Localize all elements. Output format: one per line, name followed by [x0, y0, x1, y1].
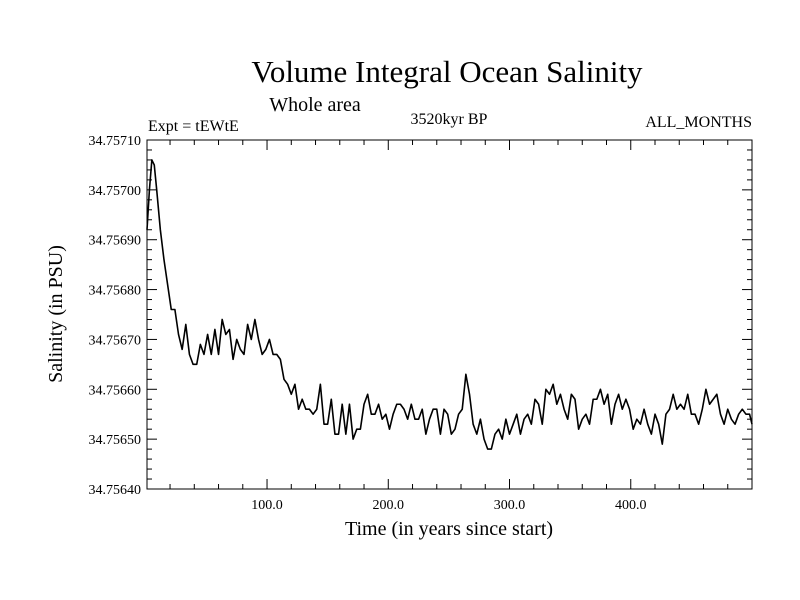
y-tick-labels: 34.75640 34.75650 34.75660 34.75670 34.75680… [89, 134, 142, 498]
x-tick-label: 400.0 [615, 498, 647, 513]
y-tick-label: 34.75680 [89, 284, 142, 299]
salinity-series-line [146, 159, 753, 450]
y-tick-label: 34.75660 [89, 383, 142, 398]
y-tick-label: 34.75650 [89, 433, 142, 448]
x-axis-label: Time (in years since start) [345, 518, 553, 540]
y-tick-label: 34.75640 [89, 483, 142, 498]
months-label: ALL_MONTHS [645, 114, 752, 131]
x-tick-labels: 100.0 200.0 300.0 400.0 [251, 498, 646, 513]
chart-subtitle: Whole area [269, 94, 361, 116]
x-tick-label: 100.0 [251, 498, 283, 513]
y-tick-label: 34.75670 [89, 333, 142, 348]
y-tick-label: 34.75710 [89, 134, 142, 149]
x-tick-label: 200.0 [373, 498, 405, 513]
x-tick-label: 300.0 [494, 498, 526, 513]
experiment-label: Expt = tEWtE [148, 118, 239, 135]
plot-frame [146, 139, 753, 490]
y-axis-label: Salinity (in PSU) [45, 245, 67, 383]
y-tick-label: 34.75700 [89, 184, 142, 199]
period-label: 3520kyr BP [411, 111, 488, 128]
y-tick-label: 34.75690 [89, 234, 142, 249]
axis-ticks [147, 139, 752, 490]
chart-title: Volume Integral Ocean Salinity [251, 54, 643, 89]
